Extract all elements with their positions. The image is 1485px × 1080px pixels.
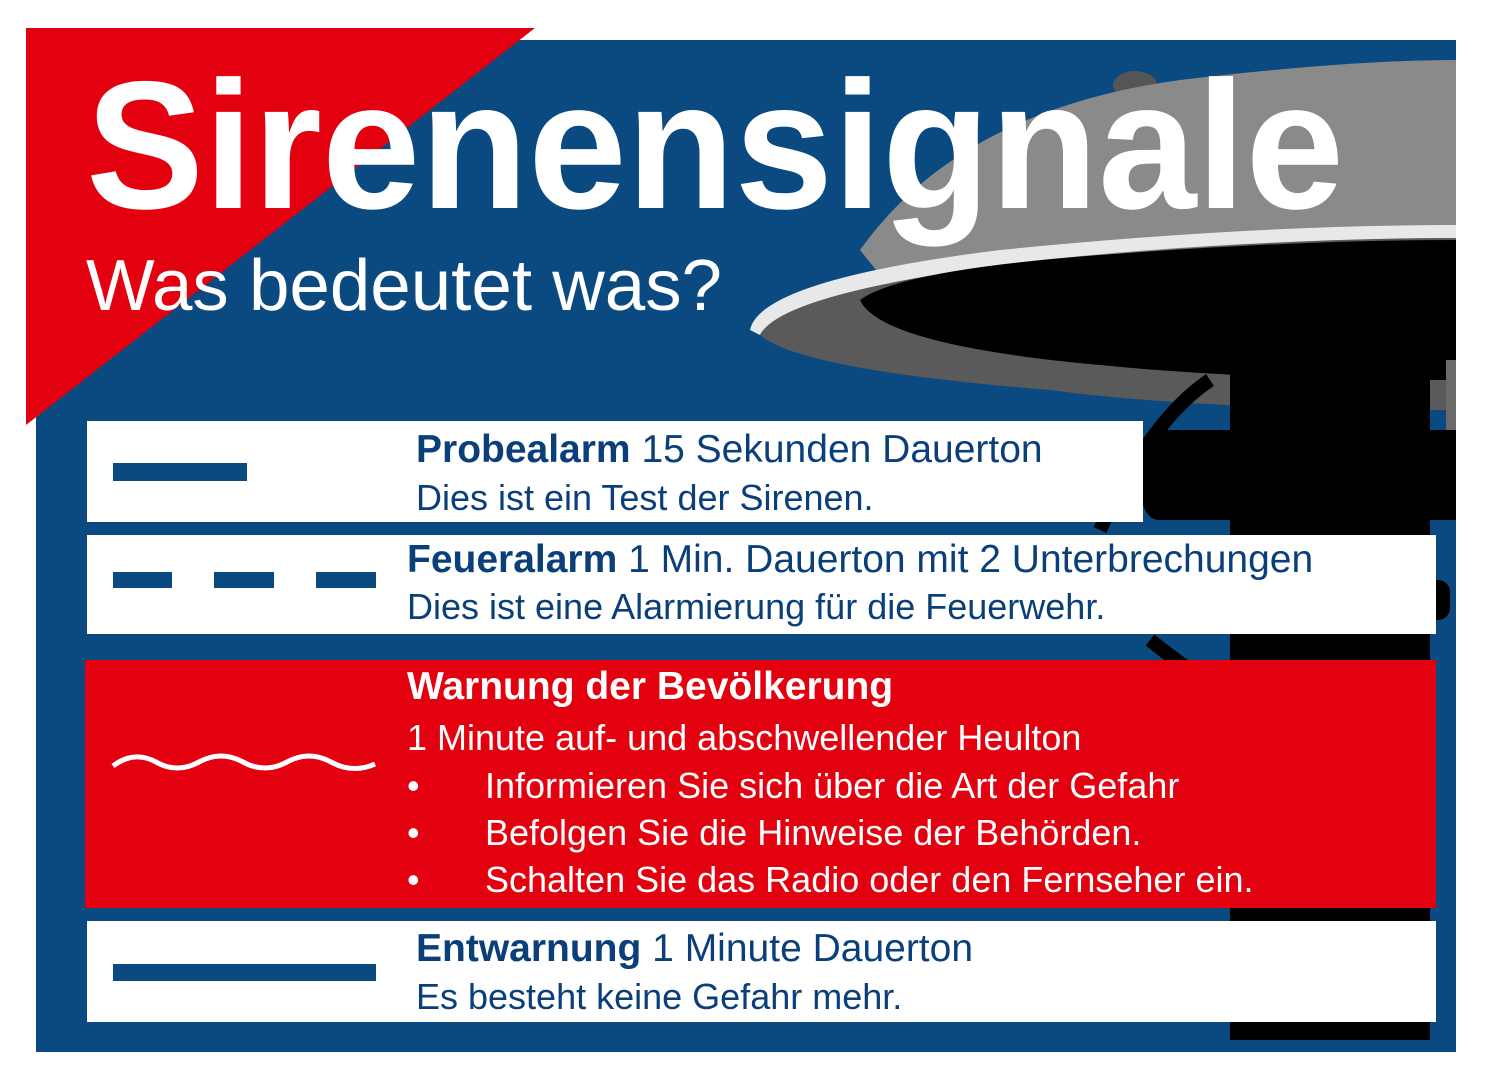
signal-heading: Entwarnung 1 Minute Dauerton <box>416 927 974 970</box>
bullet-item: Informieren Sie sich über die Art der Ge… <box>485 765 1180 806</box>
signal-heading: Warnung der Bevölkerung <box>407 665 894 708</box>
signal-warnung: Warnung der Bevölkerung 1 Minute auf- un… <box>85 660 1436 908</box>
bullet-item: Befolgen Sie die Hinweise der Behörden. <box>485 812 1142 853</box>
signal-entwarnung: Entwarnung 1 Minute Dauerton Es besteht … <box>87 921 1436 1022</box>
solid-short-line-icon <box>113 463 247 481</box>
signal-description: Dies ist ein Test der Sirenen. <box>416 477 874 518</box>
subtitle: Was bedeutet was? <box>86 246 722 326</box>
bullet-icon: • <box>407 859 420 900</box>
signal-heading: Probealarm 15 Sekunden Dauerton <box>416 428 1043 471</box>
signal-description: Es besteht keine Gefahr mehr. <box>416 976 903 1017</box>
wave-line-icon <box>111 753 377 771</box>
signal-feueralarm: Feueralarm 1 Min. Dauerton mit 2 Unterbr… <box>87 535 1436 634</box>
red-corner-triangle <box>26 28 535 425</box>
signal-description: Dies ist eine Alarmierung für die Feuerw… <box>407 586 1106 627</box>
signal-duration: 1 Minute auf- und abschwellender Heulton <box>407 717 1082 758</box>
bullet-item: Schalten Sie das Radio oder den Fernsehe… <box>485 859 1254 900</box>
signal-probealarm: Probealarm 15 Sekunden Dauerton Dies ist… <box>87 421 1143 522</box>
signal-heading: Feueralarm 1 Min. Dauerton mit 2 Unterbr… <box>407 538 1314 581</box>
solid-long-line-icon <box>113 964 376 981</box>
title: Sirenensignale <box>86 43 1344 247</box>
bullet-icon: • <box>407 765 420 806</box>
bullet-icon: • <box>407 812 420 853</box>
